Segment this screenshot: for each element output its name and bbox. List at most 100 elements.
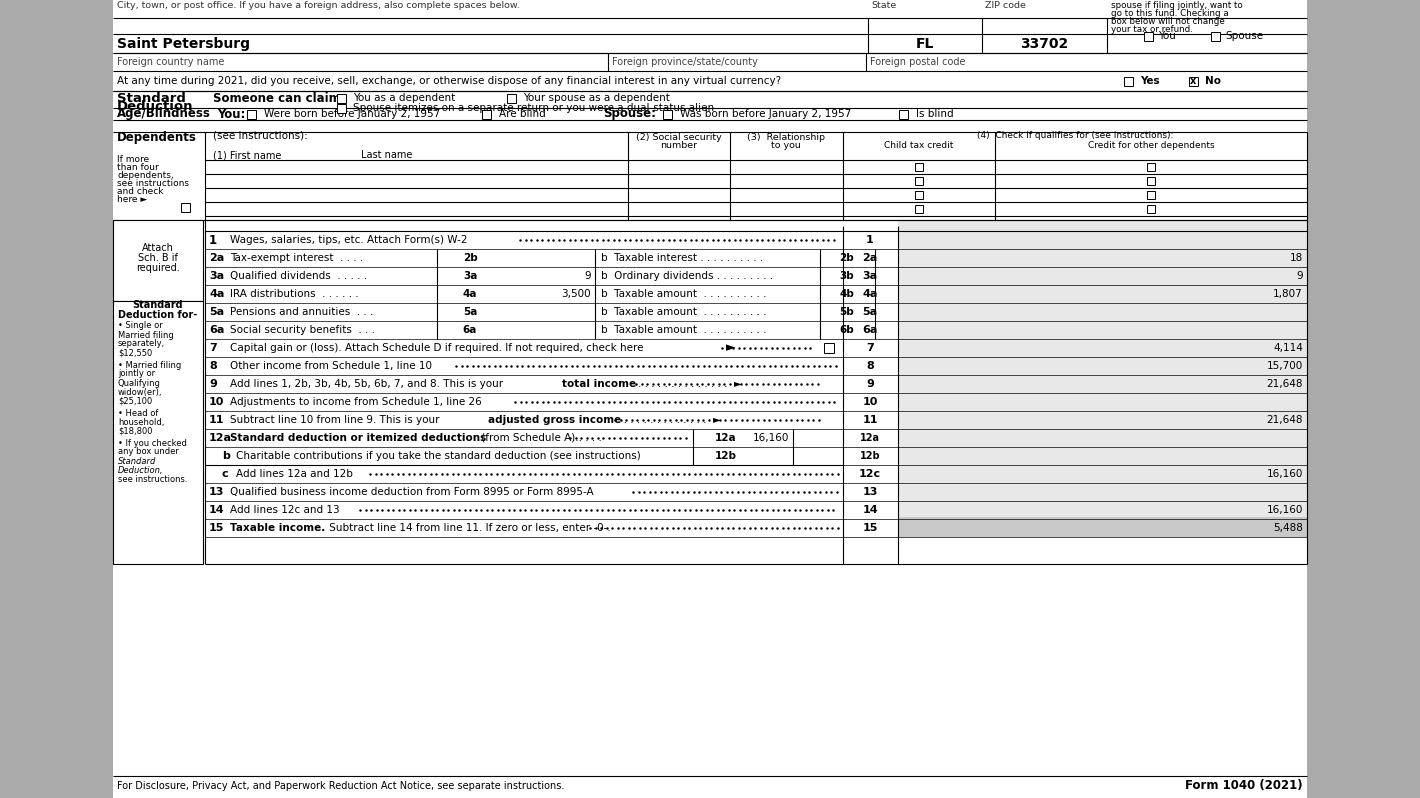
Text: 7: 7 — [866, 343, 873, 353]
Text: Child tax credit: Child tax credit — [885, 141, 954, 151]
Text: dependents,: dependents, — [116, 172, 173, 180]
Bar — [180, 203, 189, 211]
Text: 33702: 33702 — [1020, 37, 1068, 51]
Text: 1: 1 — [209, 234, 217, 247]
Text: than four: than four — [116, 164, 159, 172]
Text: $25,100: $25,100 — [118, 397, 152, 405]
Text: Qualifying: Qualifying — [118, 378, 160, 388]
Text: 13: 13 — [209, 487, 224, 497]
Bar — [481, 109, 490, 118]
Text: Deduction for-: Deduction for- — [118, 310, 197, 320]
Text: your tax or refund.: your tax or refund. — [1110, 25, 1193, 34]
Text: Subtract line 14 from line 11. If zero or less, enter -0-.: Subtract line 14 from line 11. If zero o… — [327, 523, 611, 533]
Text: For Disclosure, Privacy Act, and Paperwork Reduction Act Notice, see separate in: For Disclosure, Privacy Act, and Paperwo… — [116, 781, 564, 791]
Text: • Single or: • Single or — [118, 322, 163, 330]
Text: 11: 11 — [862, 415, 878, 425]
Text: Credit for other dependents: Credit for other dependents — [1088, 141, 1214, 151]
Bar — [914, 191, 923, 199]
Text: $18,800: $18,800 — [118, 426, 152, 436]
Bar — [114, 301, 203, 564]
Bar — [1210, 31, 1220, 41]
Text: and check: and check — [116, 188, 163, 196]
Bar — [914, 163, 923, 171]
Text: go to this fund. Checking a: go to this fund. Checking a — [1110, 9, 1228, 18]
Text: Pensions and annuities  . . .: Pensions and annuities . . . — [230, 307, 373, 317]
Text: 16,160: 16,160 — [1267, 505, 1304, 515]
Text: 4a: 4a — [463, 289, 477, 299]
Text: 8: 8 — [209, 361, 217, 371]
Text: 12b: 12b — [716, 451, 737, 461]
Text: 12c: 12c — [859, 469, 880, 479]
Text: Add lines 1, 2b, 3b, 4b, 5b, 6b, 7, and 8. This is your: Add lines 1, 2b, 3b, 4b, 5b, 6b, 7, and … — [230, 379, 507, 389]
Text: b  Taxable interest . . . . . . . . . .: b Taxable interest . . . . . . . . . . — [601, 253, 764, 263]
Text: to you: to you — [771, 141, 801, 151]
Bar — [1147, 177, 1154, 185]
Text: b  Taxable amount  . . . . . . . . . .: b Taxable amount . . . . . . . . . . — [601, 307, 767, 317]
Text: 6a: 6a — [209, 325, 224, 335]
Text: x: x — [1190, 76, 1196, 86]
Text: 16,160: 16,160 — [1267, 469, 1304, 479]
Bar — [204, 528, 1306, 564]
Text: ZIP code: ZIP code — [985, 2, 1025, 10]
Text: IRA distributions  . . . . . .: IRA distributions . . . . . . — [230, 289, 359, 299]
Text: Spouse:: Spouse: — [604, 108, 656, 120]
Text: 5,488: 5,488 — [1274, 523, 1304, 533]
Text: 12b: 12b — [859, 451, 880, 461]
Text: (2) Social security: (2) Social security — [636, 133, 721, 143]
Text: FL: FL — [916, 37, 934, 51]
Text: 16,160: 16,160 — [753, 433, 790, 443]
Text: household,: household, — [118, 417, 165, 426]
Text: 2a: 2a — [209, 253, 224, 263]
Text: 9: 9 — [209, 379, 217, 389]
Text: $12,550: $12,550 — [118, 349, 152, 358]
Text: b  Taxable amount  . . . . . . . . . .: b Taxable amount . . . . . . . . . . — [601, 289, 767, 299]
Text: 3a: 3a — [209, 271, 224, 281]
Text: 15: 15 — [862, 523, 878, 533]
Text: State: State — [870, 2, 896, 10]
Text: number: number — [660, 141, 697, 151]
Text: here ►: here ► — [116, 196, 148, 204]
Text: Wages, salaries, tips, etc. Attach Form(s) W-2: Wages, salaries, tips, etc. Attach Form(… — [230, 235, 467, 245]
Text: 1,807: 1,807 — [1274, 289, 1304, 299]
Text: 3a: 3a — [862, 271, 878, 281]
Text: Standard: Standard — [132, 300, 183, 310]
Text: see instructions.: see instructions. — [118, 475, 187, 484]
Bar — [914, 177, 923, 185]
Text: Add lines 12a and 12b: Add lines 12a and 12b — [236, 469, 354, 479]
Text: • Head of: • Head of — [118, 409, 159, 417]
Text: 11: 11 — [209, 415, 224, 425]
Text: Qualified business income deduction from Form 8995 or Form 8995-A: Qualified business income deduction from… — [230, 487, 594, 497]
Text: 18: 18 — [1289, 253, 1304, 263]
Bar — [897, 517, 1306, 537]
Text: 21,648: 21,648 — [1267, 415, 1304, 425]
Text: 5b: 5b — [839, 307, 855, 317]
Text: • Married filing: • Married filing — [118, 361, 182, 369]
Bar — [114, 0, 1306, 798]
Text: . . . . . . . . . . . . . .  ►: . . . . . . . . . . . . . . ► — [618, 415, 721, 425]
Text: Was born before January 2, 1957: Was born before January 2, 1957 — [680, 109, 851, 119]
Text: Spouse itemizes on a separate return or you were a dual-status alien: Spouse itemizes on a separate return or … — [354, 103, 714, 113]
Bar — [1147, 191, 1154, 199]
Text: Foreign postal code: Foreign postal code — [870, 57, 966, 67]
Text: spouse if filing jointly, want to: spouse if filing jointly, want to — [1110, 1, 1242, 10]
Text: At any time during 2021, did you receive, sell, exchange, or otherwise dispose o: At any time during 2021, did you receive… — [116, 76, 781, 86]
Text: (from Schedule A).: (from Schedule A). — [479, 433, 578, 443]
Bar — [1147, 205, 1154, 213]
Text: 4b: 4b — [839, 289, 855, 299]
Bar — [1147, 163, 1154, 171]
Text: widow(er),: widow(er), — [118, 388, 162, 397]
Text: 13: 13 — [862, 487, 878, 497]
Text: 4a: 4a — [209, 289, 224, 299]
Text: Standard: Standard — [118, 456, 156, 465]
Text: Add lines 12c and 13: Add lines 12c and 13 — [230, 505, 339, 515]
Text: b  Taxable amount  . . . . . . . . . .: b Taxable amount . . . . . . . . . . — [601, 325, 767, 335]
Text: 9: 9 — [585, 271, 591, 281]
Bar — [337, 93, 345, 102]
Text: . . . . . . . . . . . . . .  ►: . . . . . . . . . . . . . . ► — [638, 379, 743, 389]
Text: 9: 9 — [866, 379, 873, 389]
Bar — [337, 104, 345, 113]
Text: Sch. B if: Sch. B if — [138, 253, 178, 263]
Text: box below will not change: box below will not change — [1110, 17, 1224, 26]
Text: 9: 9 — [1296, 271, 1304, 281]
Text: 6a: 6a — [463, 325, 477, 335]
